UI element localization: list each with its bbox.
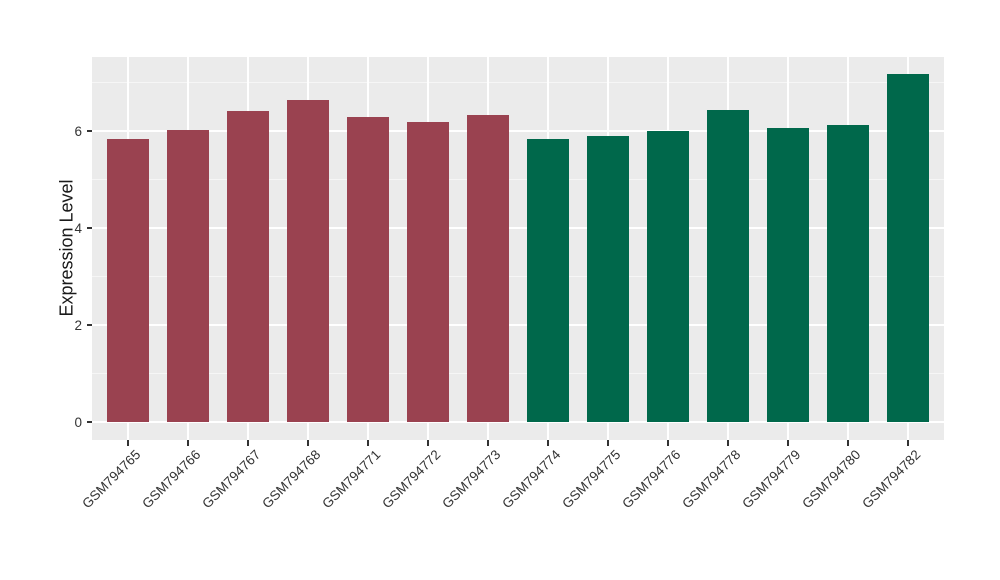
- bar-GSM794774: [527, 139, 569, 422]
- y-axis-title: Expression Level: [56, 179, 77, 317]
- bar-GSM794780: [827, 125, 869, 422]
- y-tick-label: 2: [74, 317, 82, 333]
- x-tick-label: GSM794768: [259, 447, 324, 512]
- x-tick-mark: [127, 440, 129, 446]
- bar-GSM794775: [587, 135, 629, 422]
- x-tick-mark: [907, 440, 909, 446]
- x-tick-label: GSM794779: [739, 447, 804, 512]
- bar-GSM794779: [767, 128, 809, 422]
- bar-GSM794782: [887, 73, 929, 422]
- x-tick-mark: [307, 440, 309, 446]
- gridline-minor: [92, 373, 944, 374]
- bar-GSM794771: [347, 117, 389, 422]
- x-tick-label: GSM794766: [139, 447, 204, 512]
- y-tick-mark: [86, 130, 92, 132]
- x-tick-label: GSM794780: [799, 447, 864, 512]
- x-tick-label: GSM794765: [79, 447, 144, 512]
- gridline-minor: [92, 179, 944, 180]
- x-tick-mark: [247, 440, 249, 446]
- bar-GSM794765: [107, 139, 149, 422]
- x-tick-label: GSM794767: [199, 447, 264, 512]
- x-tick-mark: [367, 440, 369, 446]
- bar-GSM794767: [227, 110, 269, 422]
- x-tick-mark: [187, 440, 189, 446]
- gridline-major: [92, 421, 944, 423]
- x-tick-label: GSM794778: [679, 447, 744, 512]
- plot-panel: [92, 57, 944, 440]
- bar-GSM794776: [647, 131, 689, 422]
- gridline-major: [92, 227, 944, 229]
- y-tick-mark: [86, 421, 92, 423]
- gridline-major: [92, 324, 944, 326]
- x-tick-mark: [847, 440, 849, 446]
- x-tick-mark: [427, 440, 429, 446]
- x-tick-mark: [487, 440, 489, 446]
- bar-GSM794773: [467, 114, 509, 422]
- bar-GSM794778: [707, 109, 749, 422]
- y-tick-label: 0: [74, 414, 82, 430]
- x-tick-mark: [607, 440, 609, 446]
- bar-GSM794772: [407, 122, 449, 422]
- x-tick-label: GSM794771: [319, 447, 384, 512]
- bar-GSM794766: [167, 130, 209, 422]
- y-tick-mark: [86, 324, 92, 326]
- gridline-minor: [92, 276, 944, 277]
- x-tick-label: GSM794773: [439, 447, 504, 512]
- x-tick-label: GSM794772: [379, 447, 444, 512]
- x-tick-mark: [547, 440, 549, 446]
- bar-GSM794768: [287, 100, 329, 422]
- gridline-minor: [92, 82, 944, 83]
- x-tick-mark: [667, 440, 669, 446]
- gridline-major: [92, 130, 944, 132]
- x-tick-mark: [787, 440, 789, 446]
- x-tick-label: GSM794774: [499, 447, 564, 512]
- y-tick-label: 6: [74, 123, 82, 139]
- y-tick-mark: [86, 227, 92, 229]
- x-tick-label: GSM794776: [619, 447, 684, 512]
- x-tick-label: GSM794782: [859, 447, 924, 512]
- x-tick-label: GSM794775: [559, 447, 624, 512]
- x-tick-mark: [727, 440, 729, 446]
- y-tick-label: 4: [74, 220, 82, 236]
